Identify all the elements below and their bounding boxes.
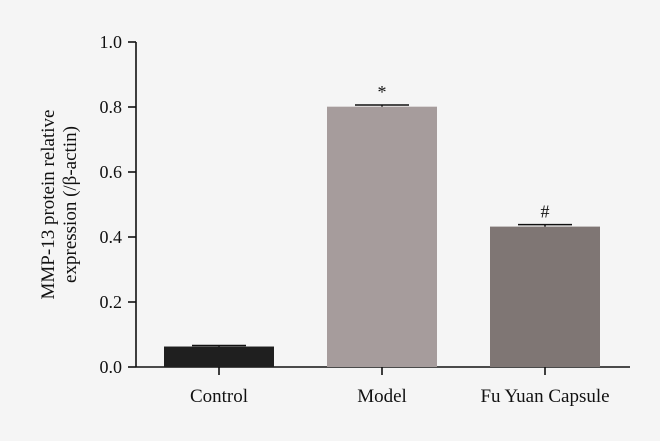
bar-fu-yuan-capsule xyxy=(490,226,600,367)
y-axis-label-line-2: expression (/β-actin) xyxy=(60,126,81,283)
y-tick-label: 1.0 xyxy=(100,32,123,52)
x-tick-label: Control xyxy=(190,386,248,407)
significance-marker: # xyxy=(541,202,550,222)
x-tick-label: Model xyxy=(357,386,407,407)
plot-area: 0.0 0.2 0.4 0.6 0.8 1.0 Control Model * Fu Yuan C… xyxy=(100,32,630,407)
bar-model xyxy=(327,106,437,368)
x-tick-label: Fu Yuan Capsule xyxy=(480,386,609,407)
y-tick-label: 0.0 xyxy=(100,357,123,377)
y-tick-label: 0.4 xyxy=(100,227,123,247)
y-tick-label: 0.8 xyxy=(100,97,123,117)
y-tick-label: 0.6 xyxy=(100,162,123,182)
y-tick-label: 0.2 xyxy=(100,292,123,312)
bar-control xyxy=(164,346,274,367)
significance-marker: * xyxy=(378,82,387,102)
y-axis-label-line-1: MMP-13 protein relative xyxy=(38,110,59,300)
